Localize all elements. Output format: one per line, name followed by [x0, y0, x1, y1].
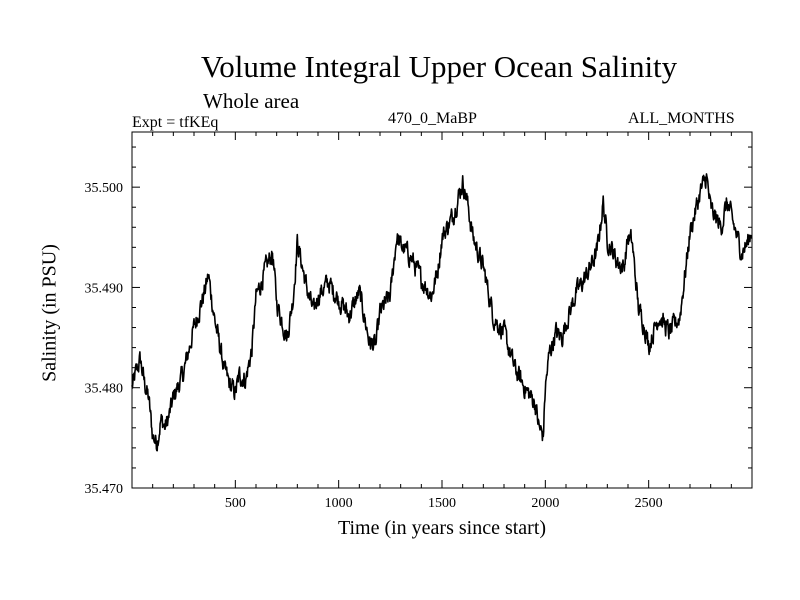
axis-ticks [131, 132, 753, 489]
y-tick-label: 35.490 [85, 281, 124, 296]
series-line [131, 173, 753, 452]
plot-frame [131, 131, 753, 489]
chart-title: Volume Integral Upper Ocean Salinity [200, 49, 678, 84]
y-tick-label: 35.500 [85, 181, 124, 196]
axis-tick-labels: 500 1000 1500 2000 2500 35.470 35.480 35.490 35.… [85, 181, 663, 511]
y-tick-label: 35.480 [85, 382, 124, 397]
x-tick-label: 2500 [635, 496, 663, 511]
chart-subtitle: Whole area [203, 89, 300, 113]
x-tick-label: 2000 [531, 496, 559, 511]
x-axis-label: Time (in years since start) [337, 517, 547, 539]
x-tick-label: 500 [225, 496, 246, 511]
experiment-label: Expt = tfKEq [132, 114, 219, 131]
months-label: ALL_MONTHS [628, 110, 735, 127]
x-tick-label: 1500 [428, 496, 456, 511]
y-tick-label: 35.470 [85, 482, 124, 497]
period-label: 470_0_MaBP [388, 110, 477, 127]
x-tick-label: 1000 [325, 496, 353, 511]
